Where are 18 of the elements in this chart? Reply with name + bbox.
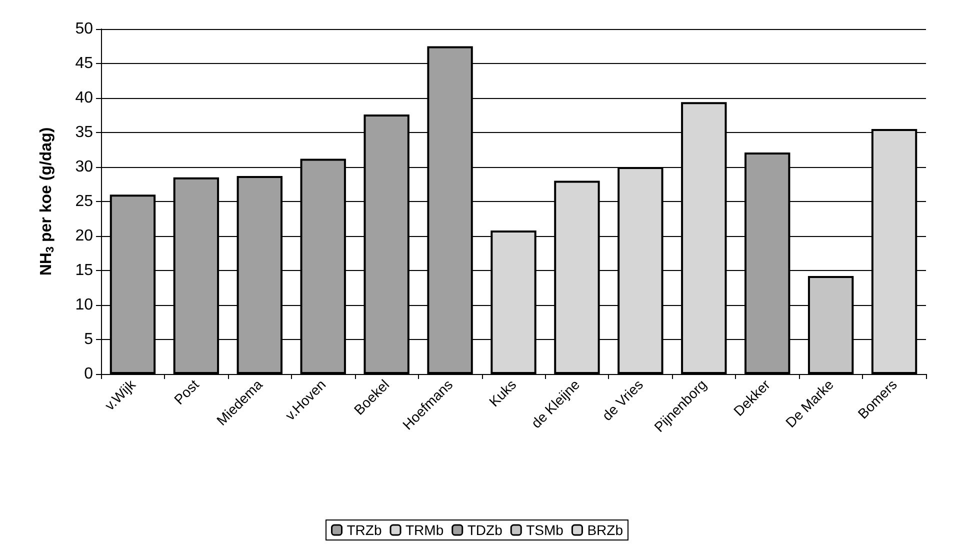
y-tick-label: 0 <box>84 366 94 382</box>
y-tick-label: 10 <box>75 296 94 314</box>
y-tick-label: 35 <box>75 124 94 141</box>
y-tick-label: 5 <box>84 331 94 348</box>
legend-label: TDZb <box>467 522 503 538</box>
y-tick-label: 45 <box>75 55 94 72</box>
legend-label: TRMb <box>406 522 444 538</box>
y-tick-label: 15 <box>75 262 94 279</box>
y-tick-label: 30 <box>75 158 94 176</box>
y-axis-title: NH3 per koe (g/dag) <box>38 127 56 276</box>
legend-label: TRZb <box>346 522 382 538</box>
x-tick-label: de Vries <box>598 376 646 424</box>
y-tick-label: 40 <box>75 90 94 106</box>
legend-label: BRZb <box>587 522 624 538</box>
y-tick-label: 25 <box>75 193 94 210</box>
legend-label: TSMb <box>526 522 564 538</box>
y-tick-label: 20 <box>75 228 94 244</box>
y-tick-label: 50 <box>75 20 94 38</box>
